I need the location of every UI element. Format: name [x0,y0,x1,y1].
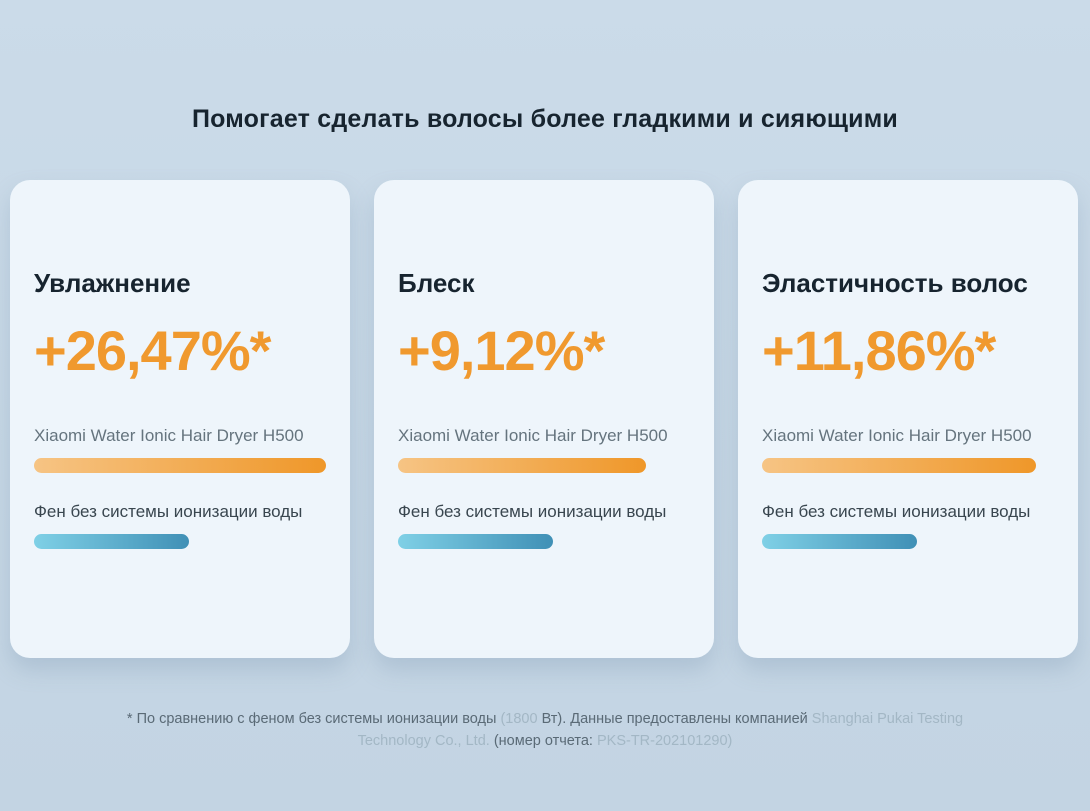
product-bar-track [398,458,690,473]
improvement-value: +9,12%* [398,319,605,382]
baseline-bar-label: Фен без системы ионизации воды [762,502,1031,521]
card-heading: Эластичность волос [762,268,1028,298]
baseline-bar-track [34,534,326,549]
footnote-text: * По сравнению с феном без системы иониз… [126,711,501,727]
product-bar [34,458,326,473]
improvement-value: +26,47%* [34,319,271,382]
baseline-bar-track [762,534,1054,549]
footnote-wattage: (1800 [500,711,542,727]
product-bar [398,458,647,473]
product-bar-label: Xiaomi Water Ionic Hair Dryer H500 [762,426,1032,445]
card-moisture: Увлажнение +26,47%* Xiaomi Water Ionic H… [10,180,350,658]
footnote-report-number: PKS-TR-202101290) [596,733,733,749]
footnote-text: Вт). Данные предоставлены компанией [541,711,812,727]
footnote-company: Shanghai Pukai Testing Technology Co., L… [357,711,964,749]
product-bar-label: Xiaomi Water Ionic Hair Dryer H500 [34,426,304,445]
baseline-bar-track [398,534,690,549]
improvement-value: +11,86%* [762,319,996,382]
baseline-bar [34,534,189,549]
baseline-bar [762,534,917,549]
baseline-bar-label: Фен без системы ионизации воды [398,502,667,521]
baseline-bar-label: Фен без системы ионизации воды [34,502,303,521]
footnote-text: (номер отчета: [489,733,597,749]
page-title: Помогает сделать волосы более гладкими и… [191,105,898,133]
card-elasticity: Эластичность волос +11,86%* Xiaomi Water… [738,180,1078,658]
card-shine: Блеск +9,12%* Xiaomi Water Ionic Hair Dr… [374,180,714,658]
product-bar-label: Xiaomi Water Ionic Hair Dryer H500 [398,426,668,445]
product-bar-track [34,458,326,473]
product-bar-track [762,458,1054,473]
footnote: * По сравнению с феном без системы иониз… [125,708,965,752]
card-heading: Увлажнение [34,268,191,298]
product-bar [762,458,1037,473]
card-heading: Блеск [398,268,475,298]
stat-cards-row: Увлажнение +26,47%* Xiaomi Water Ionic H… [0,180,1090,658]
baseline-bar [398,534,553,549]
